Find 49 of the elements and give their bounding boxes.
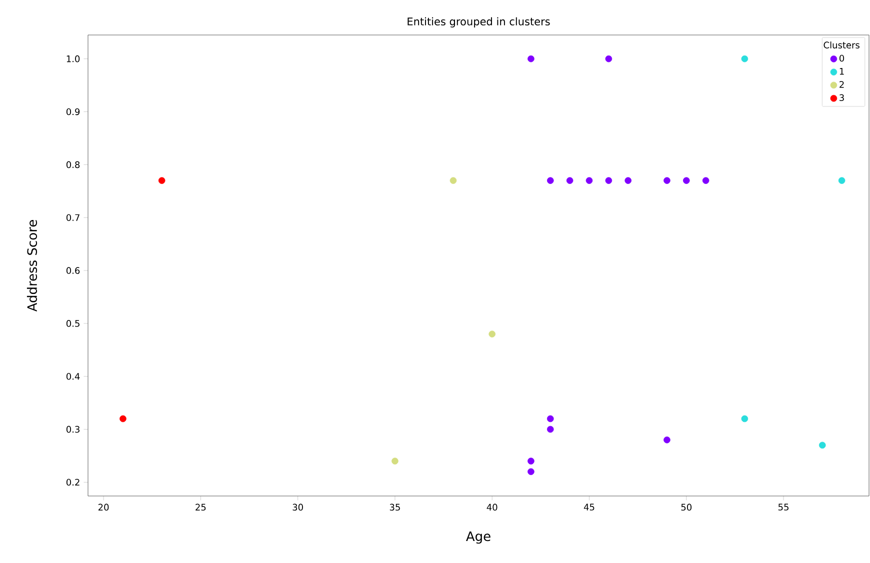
point [741,55,748,62]
y-tick-label: 0.8 [66,161,80,168]
y-tick-label: 0.4 [66,372,80,380]
x-tick-label: 30 [292,504,303,511]
point [158,177,166,184]
y-tick-label: 0.9 [66,108,80,116]
legend-label: 3 [840,94,844,102]
x-axis-title: Age [466,531,490,544]
y-tick-label: 0.6 [66,267,80,274]
x-tick-label: 25 [196,504,206,511]
legend-label: 2 [840,81,844,88]
chart-title: Entities grouped in clusters [408,17,550,28]
x-tick-label: 45 [584,504,594,510]
y-tick-label: 0.7 [66,214,80,221]
point [838,177,846,184]
point [488,330,496,338]
y-tick-label: 0.3 [66,426,80,433]
point [546,415,554,422]
point [818,442,826,449]
x-tick-label: 20 [98,504,109,511]
y-tick-label: 0.2 [66,478,80,486]
point [528,458,534,464]
y-tick-label: 1.0 [66,55,80,62]
point [702,177,710,184]
point [605,177,612,184]
y-axis-title: Address Score [26,220,38,312]
point [664,436,670,444]
point [664,177,670,184]
legend-label: 0 [840,54,844,62]
point [120,415,126,422]
point [546,426,554,433]
x-tick-label: 35 [390,504,400,511]
point [624,177,632,184]
legend-title: Clusters [824,42,860,48]
point [528,55,534,62]
x-tick-label: 55 [778,504,788,510]
point [392,458,398,464]
point [528,468,534,476]
x-tick-label: 50 [681,504,692,511]
legend-label: 1 [840,68,844,75]
x-tick-label: 40 [486,504,498,511]
point [682,177,690,184]
y-tick-label: 0.5 [66,320,80,327]
point [605,55,612,62]
point [566,177,574,184]
point [586,177,593,184]
point [741,415,748,422]
point [546,177,554,184]
point [450,177,457,184]
